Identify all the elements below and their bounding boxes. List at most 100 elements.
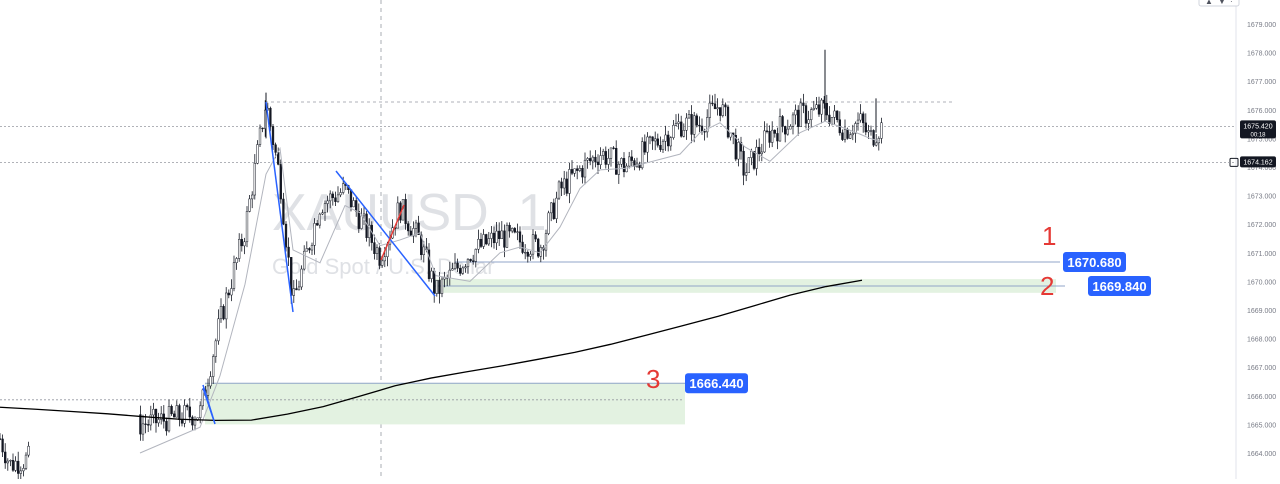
candle-body <box>518 231 522 243</box>
candle-body <box>739 142 743 152</box>
candle-body <box>303 250 306 270</box>
candle-body <box>651 136 654 142</box>
candle-body <box>188 406 191 418</box>
candle-body <box>292 288 295 296</box>
candle-body <box>745 172 748 176</box>
candle-body <box>14 460 17 471</box>
scale-control-box[interactable] <box>1198 0 1240 7</box>
level-1-price-tag[interactable]: 1670.680 <box>1063 251 1126 272</box>
candle-body <box>427 249 431 279</box>
candle-body <box>703 131 706 133</box>
candle-body <box>570 169 574 174</box>
trendline-1[interactable] <box>265 101 294 313</box>
candle-body <box>279 164 282 200</box>
candle-body <box>591 156 594 162</box>
candle-body <box>656 138 659 146</box>
candle-body <box>297 286 301 291</box>
candle-body <box>648 136 652 138</box>
candle-body <box>461 267 464 274</box>
candle-body <box>544 233 548 251</box>
candle-body <box>27 445 30 456</box>
candle-body <box>583 159 587 178</box>
candle-body <box>586 158 589 161</box>
candle-body <box>859 113 862 121</box>
candle-body <box>230 288 233 296</box>
candle-body <box>248 198 251 212</box>
candle-body <box>552 202 555 219</box>
zone-3-rect[interactable] <box>205 383 685 425</box>
scale-up-icon[interactable]: ▲ <box>1205 0 1213 6</box>
candle-body <box>534 234 537 240</box>
candle-body <box>742 150 745 176</box>
candle-body <box>0 438 2 440</box>
candle-body <box>282 198 285 225</box>
axis-countdown: 00:18 <box>1250 132 1266 138</box>
level-2-price-tag[interactable]: 1669.840 <box>1088 275 1151 296</box>
candle-body <box>721 104 724 116</box>
candle-body <box>201 389 204 407</box>
level-1-tag-bg[interactable] <box>1063 251 1126 272</box>
level-3-price-tag[interactable]: 1666.440 <box>685 373 748 394</box>
candle-body <box>602 151 605 156</box>
candle-body <box>784 126 787 135</box>
candle-body <box>238 239 241 259</box>
candle-body <box>1 438 4 453</box>
price-tick-label: 1666.000 <box>1247 394 1276 401</box>
candle-body <box>479 238 483 247</box>
level-2-tag-label: 1669.840 <box>1092 279 1146 294</box>
candle-body <box>245 211 249 243</box>
candle-body <box>833 110 836 118</box>
scale-more-icon[interactable]: · <box>1230 0 1233 6</box>
candle-body <box>643 141 646 153</box>
candle-body <box>334 197 337 202</box>
price-tick-label: 1664.000 <box>1247 451 1276 458</box>
candle-body <box>846 128 849 139</box>
candle-body <box>880 122 883 139</box>
price-tick-label: 1676.000 <box>1247 108 1276 115</box>
candle-body <box>851 133 854 136</box>
candle-body <box>349 189 353 208</box>
handwritten-annotations: 1 2 3 <box>646 221 1056 394</box>
candle-body <box>157 419 160 424</box>
candle-body <box>700 125 704 132</box>
price-axis[interactable]: 1664.000 1665.000 1666.000 1667.000 1668.000… <box>1229 22 1276 458</box>
candle-body <box>409 230 412 237</box>
candle-body <box>550 202 553 214</box>
candle-body <box>773 129 776 134</box>
trendline-3[interactable] <box>202 384 216 425</box>
candle-body <box>526 252 529 257</box>
candle-body <box>274 144 277 153</box>
candle-body <box>581 168 584 178</box>
slow-moving-average <box>0 279 863 422</box>
level-2-tag-bg[interactable] <box>1088 275 1151 296</box>
candle-body <box>664 134 667 142</box>
candle-body <box>669 137 672 147</box>
axis-price-label-bg <box>1240 156 1276 168</box>
candle-body <box>672 124 675 138</box>
candle-body <box>144 423 147 425</box>
candle-body <box>557 181 561 199</box>
trendline-red[interactable] <box>380 204 405 261</box>
candle-body <box>776 133 779 142</box>
chart-scale-controls[interactable]: ▲ ▼ · <box>1198 0 1240 7</box>
candle-body <box>565 178 568 194</box>
candle-body <box>836 110 839 120</box>
candle-body <box>747 157 750 173</box>
candle-body <box>797 109 800 127</box>
candle-body <box>495 230 498 244</box>
level-3-tag-bg[interactable] <box>685 373 748 394</box>
candle-body <box>373 242 376 254</box>
candle-body <box>180 419 184 424</box>
trendline-2[interactable] <box>335 170 436 297</box>
candle-body <box>612 147 615 149</box>
trendline-drawings[interactable] <box>202 101 436 425</box>
price-tick-label: 1671.000 <box>1247 251 1276 258</box>
candle-body <box>576 168 579 171</box>
candle-body <box>513 228 516 233</box>
scale-down-icon[interactable]: ▼ <box>1218 0 1226 6</box>
candle-body <box>310 244 314 251</box>
candles-series <box>0 49 883 484</box>
candle-body <box>589 158 592 162</box>
